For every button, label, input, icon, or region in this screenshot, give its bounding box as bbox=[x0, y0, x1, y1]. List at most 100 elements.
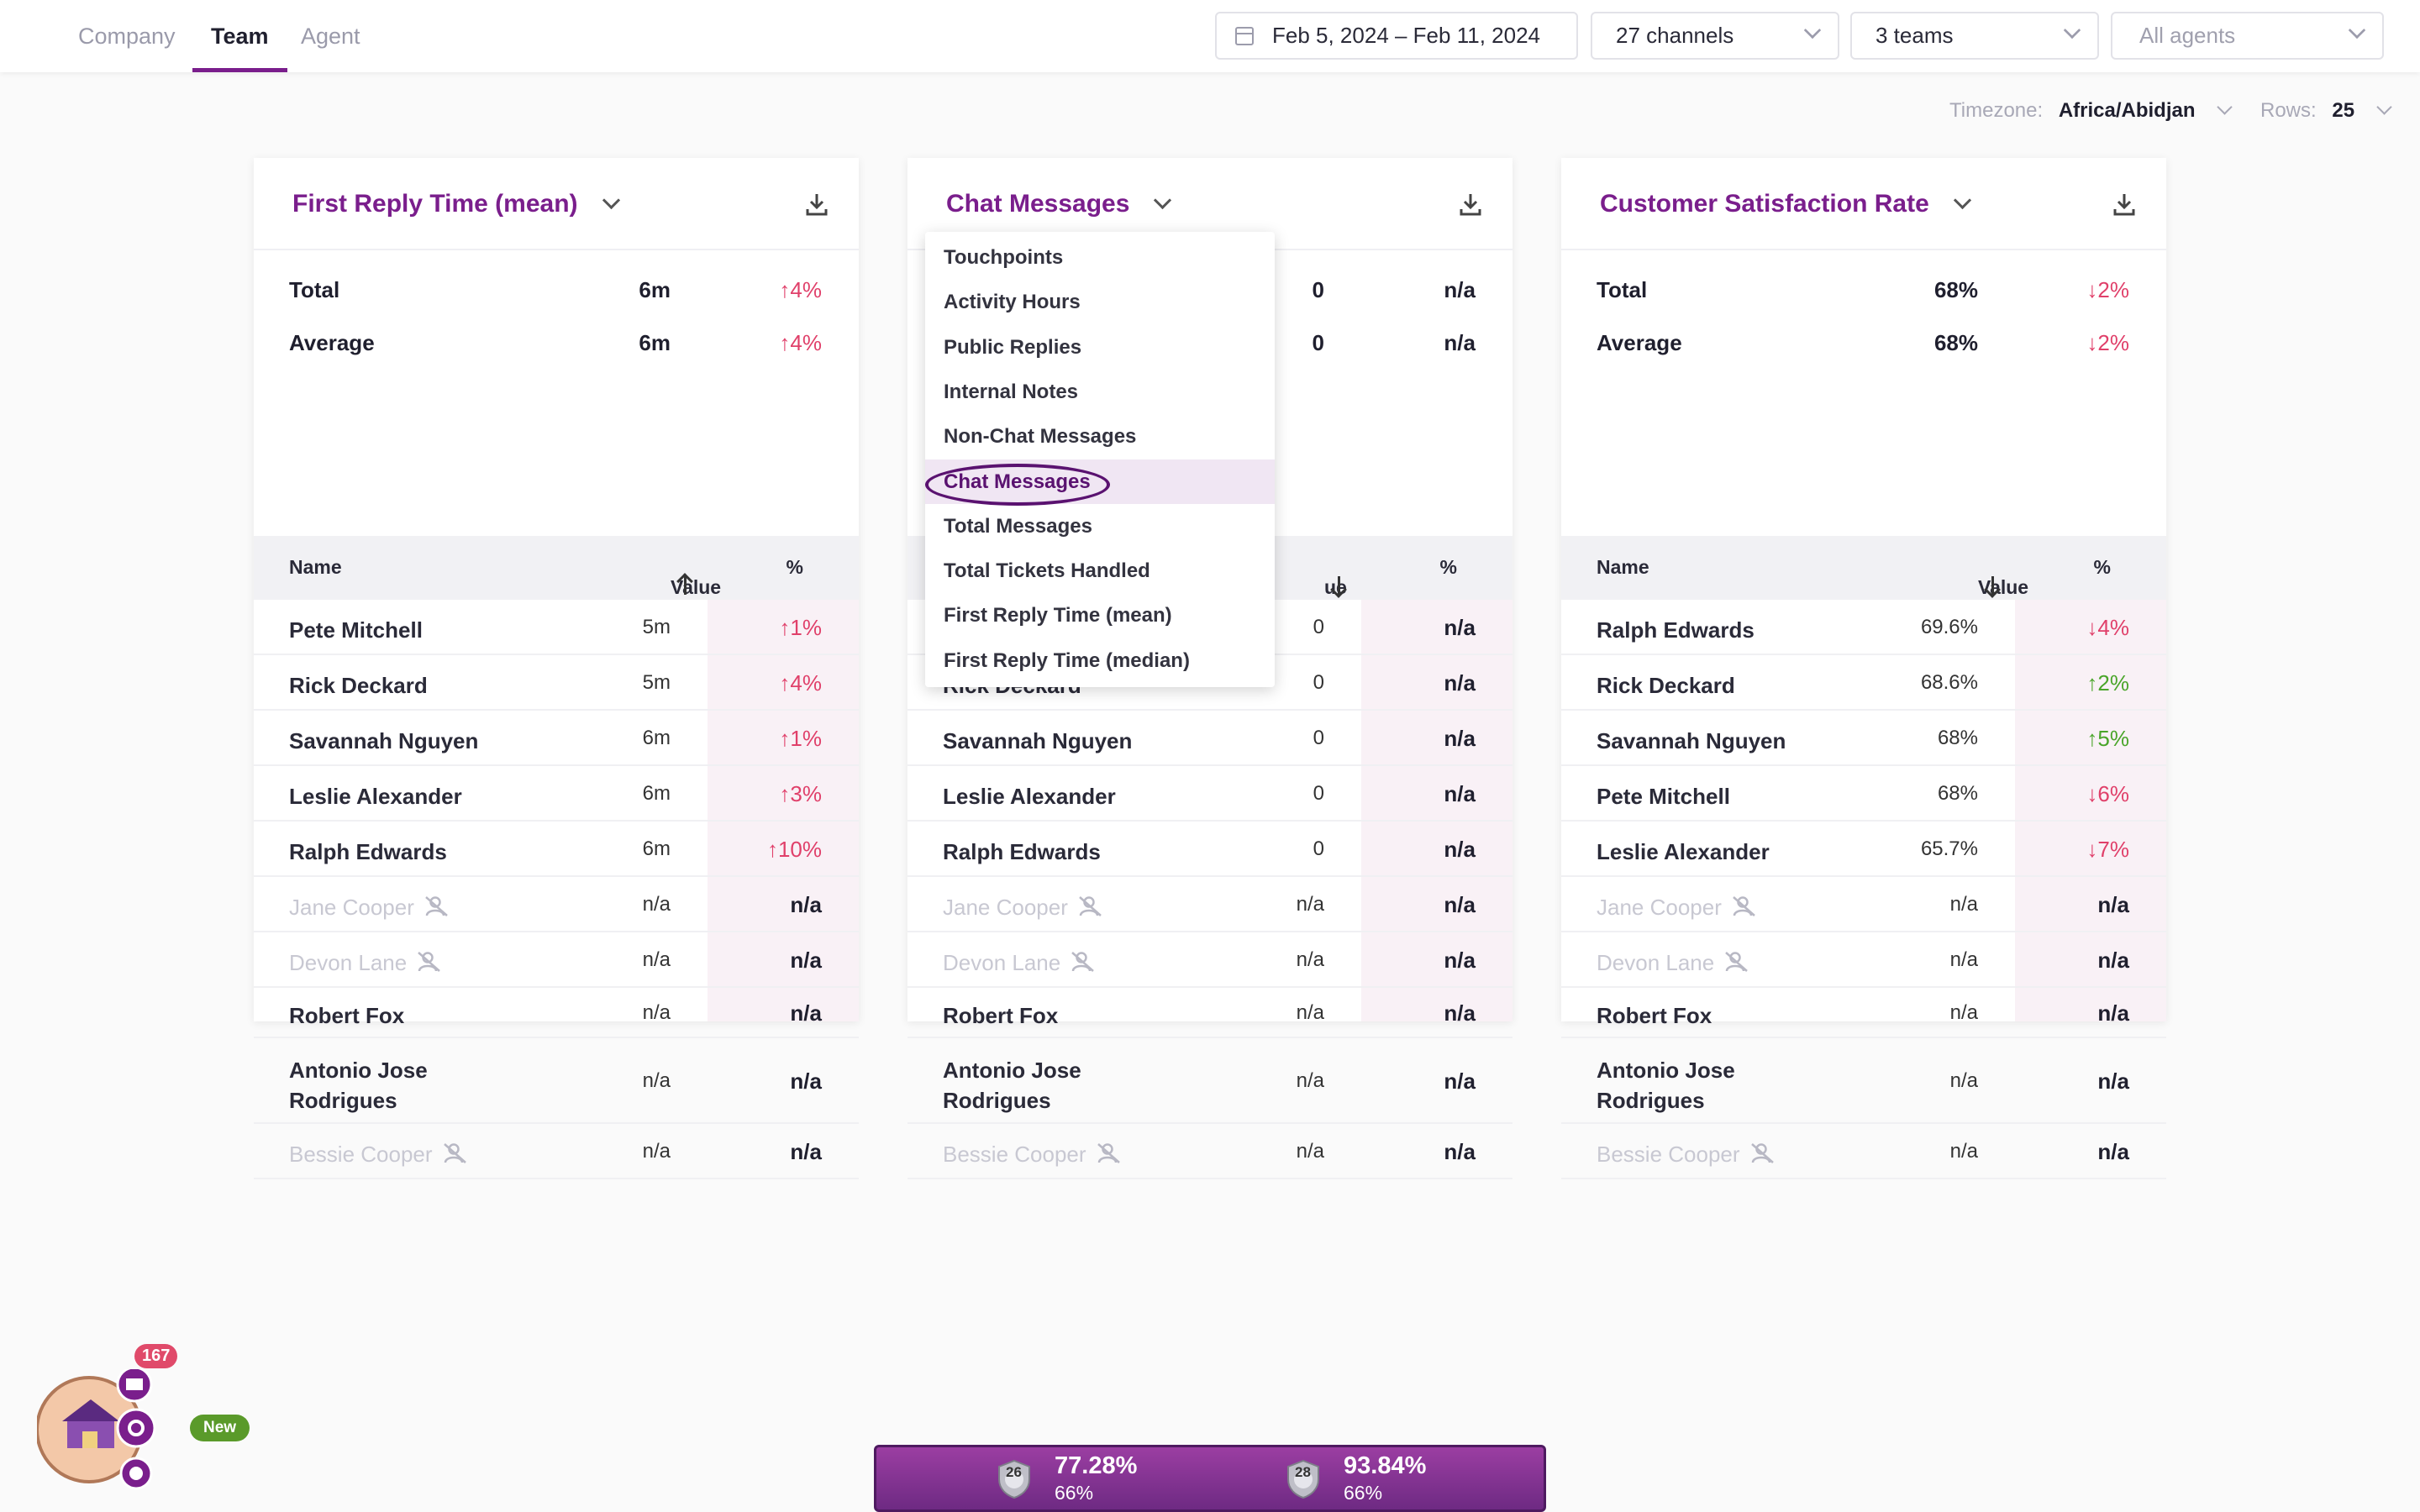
table-row[interactable]: Rick Deckard 5m ↑4% bbox=[254, 655, 859, 711]
summary-pct: ↓2% bbox=[2086, 330, 2129, 356]
download-icon[interactable] bbox=[1459, 192, 1482, 217]
agent-pct: n/a bbox=[1444, 837, 1476, 863]
agent-name: Leslie Alexander bbox=[943, 781, 1262, 811]
date-range-picker[interactable]: Feb 5, 2024 – Feb 11, 2024 bbox=[1215, 12, 1578, 60]
agent-pct-value: n/a bbox=[2097, 1000, 2129, 1026]
tab-team[interactable]: Team bbox=[192, 0, 287, 72]
name-column-header[interactable]: Name bbox=[1597, 556, 1649, 578]
agent-name: Bessie Cooper bbox=[943, 1139, 1262, 1169]
agent-name: Leslie Alexander bbox=[289, 781, 608, 811]
metric-selector[interactable]: First Reply Time (mean) bbox=[292, 190, 620, 218]
agent-name: Bessie Cooper bbox=[1597, 1139, 1916, 1169]
agents-select[interactable]: All agents bbox=[2111, 12, 2384, 60]
notification-count-badge: 167 bbox=[134, 1344, 178, 1368]
agent-value: 68% bbox=[1937, 782, 1978, 805]
agent-value: 0 bbox=[1313, 837, 1324, 860]
table-row[interactable]: Robert Fox n/a n/a bbox=[254, 988, 859, 1038]
table-row[interactable]: Bessie Cooper n/a n/a bbox=[1561, 1124, 2166, 1179]
agent-pct: n/a bbox=[790, 892, 822, 918]
table-row[interactable]: Bessie Cooper n/a n/a bbox=[908, 1124, 1512, 1179]
pct-column-header[interactable]: % bbox=[2093, 556, 2111, 578]
table-row[interactable]: Antonio Jose Rodrigues n/a n/a bbox=[1561, 1038, 2166, 1124]
timezone-select[interactable]: Timezone: Africa/Abidjan bbox=[1949, 99, 2233, 123]
download-icon[interactable] bbox=[2112, 192, 2136, 217]
rows-select[interactable]: Rows: 25 bbox=[2260, 99, 2392, 123]
table-row[interactable]: Devon Lane n/a n/a bbox=[908, 932, 1512, 988]
name-column-header[interactable]: Name bbox=[289, 556, 342, 578]
agent-pct-value: 4% bbox=[790, 670, 822, 696]
agent-value: n/a bbox=[642, 1069, 671, 1092]
tab-company[interactable]: Company bbox=[78, 24, 176, 49]
table-row[interactable]: Pete Mitchell 68% ↓6% bbox=[1561, 766, 2166, 822]
table-row[interactable]: Savannah Nguyen 0 n/a bbox=[908, 711, 1512, 766]
metric-menu-item[interactable]: First Reply Time (mean) bbox=[944, 604, 1172, 627]
card-header: First Reply Time (mean) bbox=[254, 158, 859, 250]
agent-name: Pete Mitchell bbox=[289, 615, 608, 645]
metric-menu-item[interactable]: First Reply Time (median) bbox=[944, 648, 1190, 672]
metric-menu-item[interactable]: Touchpoints bbox=[944, 246, 1064, 269]
table-row[interactable]: Bessie Cooper n/a n/a bbox=[254, 1124, 859, 1179]
table-row[interactable]: Jane Cooper n/a n/a bbox=[908, 877, 1512, 932]
summary-average: Average 6m ↑4% bbox=[254, 330, 859, 381]
table-row[interactable]: Ralph Edwards 0 n/a bbox=[908, 822, 1512, 877]
game-widget[interactable] bbox=[37, 1369, 163, 1495]
metric-menu-item[interactable]: Total Tickets Handled bbox=[944, 559, 1150, 583]
agent-name: Robert Fox bbox=[943, 1000, 1262, 1031]
table-row[interactable]: Ralph Edwards 69.6% ↓4% bbox=[1561, 600, 2166, 655]
agent-value: 68% bbox=[1937, 727, 1978, 749]
teams-select[interactable]: 3 teams bbox=[1850, 12, 2099, 60]
card-header: Customer Satisfaction Rate bbox=[1561, 158, 2166, 250]
card-title: Chat Messages bbox=[946, 190, 1130, 218]
agent-value: 6m bbox=[642, 782, 671, 805]
agent-pct: ↑5% bbox=[2086, 726, 2129, 752]
pct-column-header[interactable]: % bbox=[786, 556, 803, 578]
rows-value: 25 bbox=[2332, 99, 2355, 122]
channels-select[interactable]: 27 channels bbox=[1591, 12, 1839, 60]
trend-arrow-icon: ↓ bbox=[2086, 781, 2098, 806]
table-row[interactable]: Robert Fox n/a n/a bbox=[1561, 988, 2166, 1038]
agent-pct-value: n/a bbox=[1444, 615, 1476, 640]
table-row[interactable]: Antonio Jose Rodrigues n/a n/a bbox=[254, 1038, 859, 1124]
metric-selector[interactable]: Customer Satisfaction Rate bbox=[1600, 190, 1971, 218]
metric-menu-item[interactable]: Internal Notes bbox=[944, 380, 1079, 403]
metric-selector[interactable]: Chat Messages bbox=[946, 190, 1172, 218]
table-row[interactable]: Pete Mitchell 5m ↑1% bbox=[254, 600, 859, 655]
summary-pct-value: 2% bbox=[2097, 277, 2129, 302]
tab-agent[interactable]: Agent bbox=[301, 24, 360, 49]
trend-arrow-icon: ↑ bbox=[779, 277, 791, 302]
table-row[interactable]: Devon Lane n/a n/a bbox=[1561, 932, 2166, 988]
download-icon[interactable] bbox=[805, 192, 829, 217]
agent-pct: ↑4% bbox=[779, 670, 822, 696]
table-row[interactable]: Leslie Alexander 65.7% ↓7% bbox=[1561, 822, 2166, 877]
table-row[interactable]: Antonio Jose Rodrigues n/a n/a bbox=[908, 1038, 1512, 1124]
agent-pct: n/a bbox=[790, 1068, 822, 1095]
agent-pct: n/a bbox=[1444, 1068, 1476, 1095]
pct-column-header[interactable]: % bbox=[1439, 556, 1457, 578]
agent-name-text: Savannah Nguyen bbox=[1597, 728, 1786, 753]
pct-column-bg bbox=[2015, 600, 2166, 1021]
table-row[interactable]: Devon Lane n/a n/a bbox=[254, 932, 859, 988]
table-row[interactable]: Ralph Edwards 6m ↑10% bbox=[254, 822, 859, 877]
agent-pct-value: n/a bbox=[2097, 1068, 2129, 1094]
agent-value: n/a bbox=[1296, 1001, 1324, 1024]
table-row[interactable]: Leslie Alexander 0 n/a bbox=[908, 766, 1512, 822]
agent-pct: n/a bbox=[2097, 1139, 2129, 1165]
gear-icon[interactable] bbox=[116, 1408, 156, 1448]
table-row[interactable]: Savannah Nguyen 68% ↑5% bbox=[1561, 711, 2166, 766]
metric-menu-item[interactable]: Total Messages bbox=[944, 514, 1092, 538]
agent-pct-value: n/a bbox=[790, 1000, 822, 1026]
metric-menu-item[interactable]: Public Replies bbox=[944, 335, 1082, 359]
table-row[interactable]: Robert Fox n/a n/a bbox=[908, 988, 1512, 1038]
summary-pct-value: 4% bbox=[790, 277, 822, 302]
metric-menu-item[interactable]: Non-Chat Messages bbox=[944, 425, 1137, 449]
table-row[interactable]: Leslie Alexander 6m ↑3% bbox=[254, 766, 859, 822]
table-row[interactable]: Savannah Nguyen 6m ↑1% bbox=[254, 711, 859, 766]
metric-menu-item[interactable]: Activity Hours bbox=[944, 291, 1081, 314]
agent-name-text: Devon Lane bbox=[1597, 950, 1715, 975]
table-row[interactable]: Jane Cooper n/a n/a bbox=[254, 877, 859, 932]
selection-highlight-ellipse bbox=[925, 464, 1110, 506]
table-row[interactable]: Jane Cooper n/a n/a bbox=[1561, 877, 2166, 932]
agent-pct: n/a bbox=[2097, 948, 2129, 974]
agent-name-text: Devon Lane bbox=[943, 950, 1061, 975]
table-row[interactable]: Rick Deckard 68.6% ↑2% bbox=[1561, 655, 2166, 711]
